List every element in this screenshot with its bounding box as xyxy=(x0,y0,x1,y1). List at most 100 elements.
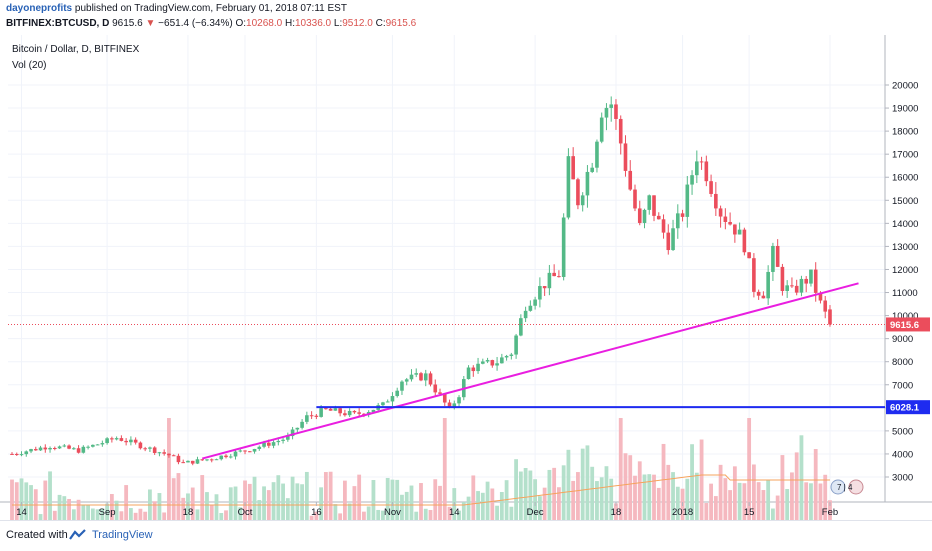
grid xyxy=(8,35,885,501)
candle-body xyxy=(257,446,262,449)
time-tick-label: Sep xyxy=(99,507,116,518)
flag-badge-icon[interactable] xyxy=(830,479,846,495)
candle-body xyxy=(466,367,471,380)
candle-body xyxy=(48,448,52,450)
candle-body xyxy=(714,193,718,209)
candle-body xyxy=(809,269,813,284)
candle-body xyxy=(623,143,628,171)
candle-body xyxy=(818,292,823,301)
volume-bar xyxy=(614,503,618,528)
candle-body xyxy=(247,451,252,453)
volume-bar xyxy=(685,478,690,528)
trendline[interactable] xyxy=(201,282,859,460)
candle-body xyxy=(19,454,24,456)
volume-bar xyxy=(571,480,576,528)
candle-body xyxy=(747,252,751,259)
volume-bar xyxy=(671,472,675,528)
volume-bar xyxy=(771,508,775,528)
candle-body xyxy=(547,272,552,289)
candle-body xyxy=(76,448,81,453)
candle-body xyxy=(138,442,143,449)
volume-bar xyxy=(352,486,357,528)
candle-body xyxy=(561,217,566,277)
candle-body xyxy=(404,379,409,382)
volume-bar xyxy=(485,481,490,528)
candle-body xyxy=(571,156,575,180)
candle-body xyxy=(238,450,243,452)
volume-bar xyxy=(300,484,304,528)
volume-bar xyxy=(585,445,590,528)
chart-svg[interactable]: 3000400050006000700080009000100001100012… xyxy=(0,35,932,528)
support-price-label-bg xyxy=(886,400,930,415)
volume-bar xyxy=(171,478,176,528)
candle-body xyxy=(114,438,119,440)
volume-bar xyxy=(704,503,709,528)
time-tick-label: Oct xyxy=(238,507,253,518)
candle-body xyxy=(152,447,157,453)
candle-body xyxy=(205,459,209,461)
volume-bar xyxy=(409,485,414,528)
volume-bar xyxy=(266,490,271,528)
candle-body xyxy=(804,278,809,284)
chart-background xyxy=(0,35,932,520)
candle-body xyxy=(390,396,395,402)
time-axis[interactable]: 14 Sep 18 Oct 16 Nov 14 Dec 18 2018 15 Feb xyxy=(16,502,838,518)
last-price-label-bg xyxy=(886,317,930,332)
candle-body xyxy=(509,354,514,356)
volume-bar xyxy=(67,498,71,528)
tradingview-link[interactable]: TradingView xyxy=(92,529,153,541)
volume-bar xyxy=(271,482,276,528)
volume-bar xyxy=(666,464,671,528)
candle-body xyxy=(519,318,523,336)
volume-bar xyxy=(247,483,252,528)
volume-bar xyxy=(642,474,647,528)
candle-body xyxy=(780,266,785,292)
volume-bar xyxy=(362,511,366,528)
candle-body xyxy=(105,438,109,444)
candle-body xyxy=(362,413,366,415)
candle-body xyxy=(794,285,799,293)
candle-body xyxy=(171,455,176,457)
volume-bar xyxy=(694,472,699,528)
volume-bar xyxy=(690,444,694,528)
volume-bar xyxy=(476,491,480,528)
candle-body xyxy=(186,460,190,463)
candle-body xyxy=(490,360,495,366)
candle-body xyxy=(95,444,100,446)
close-value: 9615.6 xyxy=(385,18,417,29)
price-tick-label: 12000 xyxy=(892,265,918,276)
volume-bar xyxy=(376,509,381,528)
chart-area[interactable]: 3000400050006000700080009000100001100012… xyxy=(0,35,932,528)
author-link[interactable]: dayoneprofits xyxy=(6,3,73,14)
volume-bar xyxy=(10,479,14,528)
volume-bar xyxy=(471,475,476,528)
candle-body xyxy=(476,363,480,372)
candle-body xyxy=(742,229,747,253)
candle-body xyxy=(481,361,485,364)
flag-badge-icon[interactable] xyxy=(848,479,864,495)
volume-bar xyxy=(52,510,57,528)
low-value: 9512.0 xyxy=(342,18,373,29)
candle-body xyxy=(129,439,133,443)
candle-body xyxy=(428,373,433,385)
volume-bar xyxy=(371,480,376,528)
volume-bar xyxy=(304,471,309,528)
volume-bar xyxy=(381,510,385,528)
candle-body xyxy=(680,213,685,217)
candle-body xyxy=(609,104,614,108)
candle-body xyxy=(209,459,214,461)
volume-bar xyxy=(656,487,661,528)
candle-body xyxy=(119,438,124,441)
volume-bar xyxy=(728,490,733,528)
volume-bar xyxy=(461,502,466,528)
candle-body xyxy=(33,449,38,451)
candle-body xyxy=(452,403,457,407)
candle-body xyxy=(500,357,504,364)
volume-bar xyxy=(609,478,614,528)
volume-bar xyxy=(742,483,747,528)
volume-bar xyxy=(29,485,33,528)
candle-body xyxy=(314,415,319,417)
volume-bar xyxy=(804,482,809,528)
candle-body xyxy=(604,107,609,118)
volume-bar xyxy=(813,449,818,528)
